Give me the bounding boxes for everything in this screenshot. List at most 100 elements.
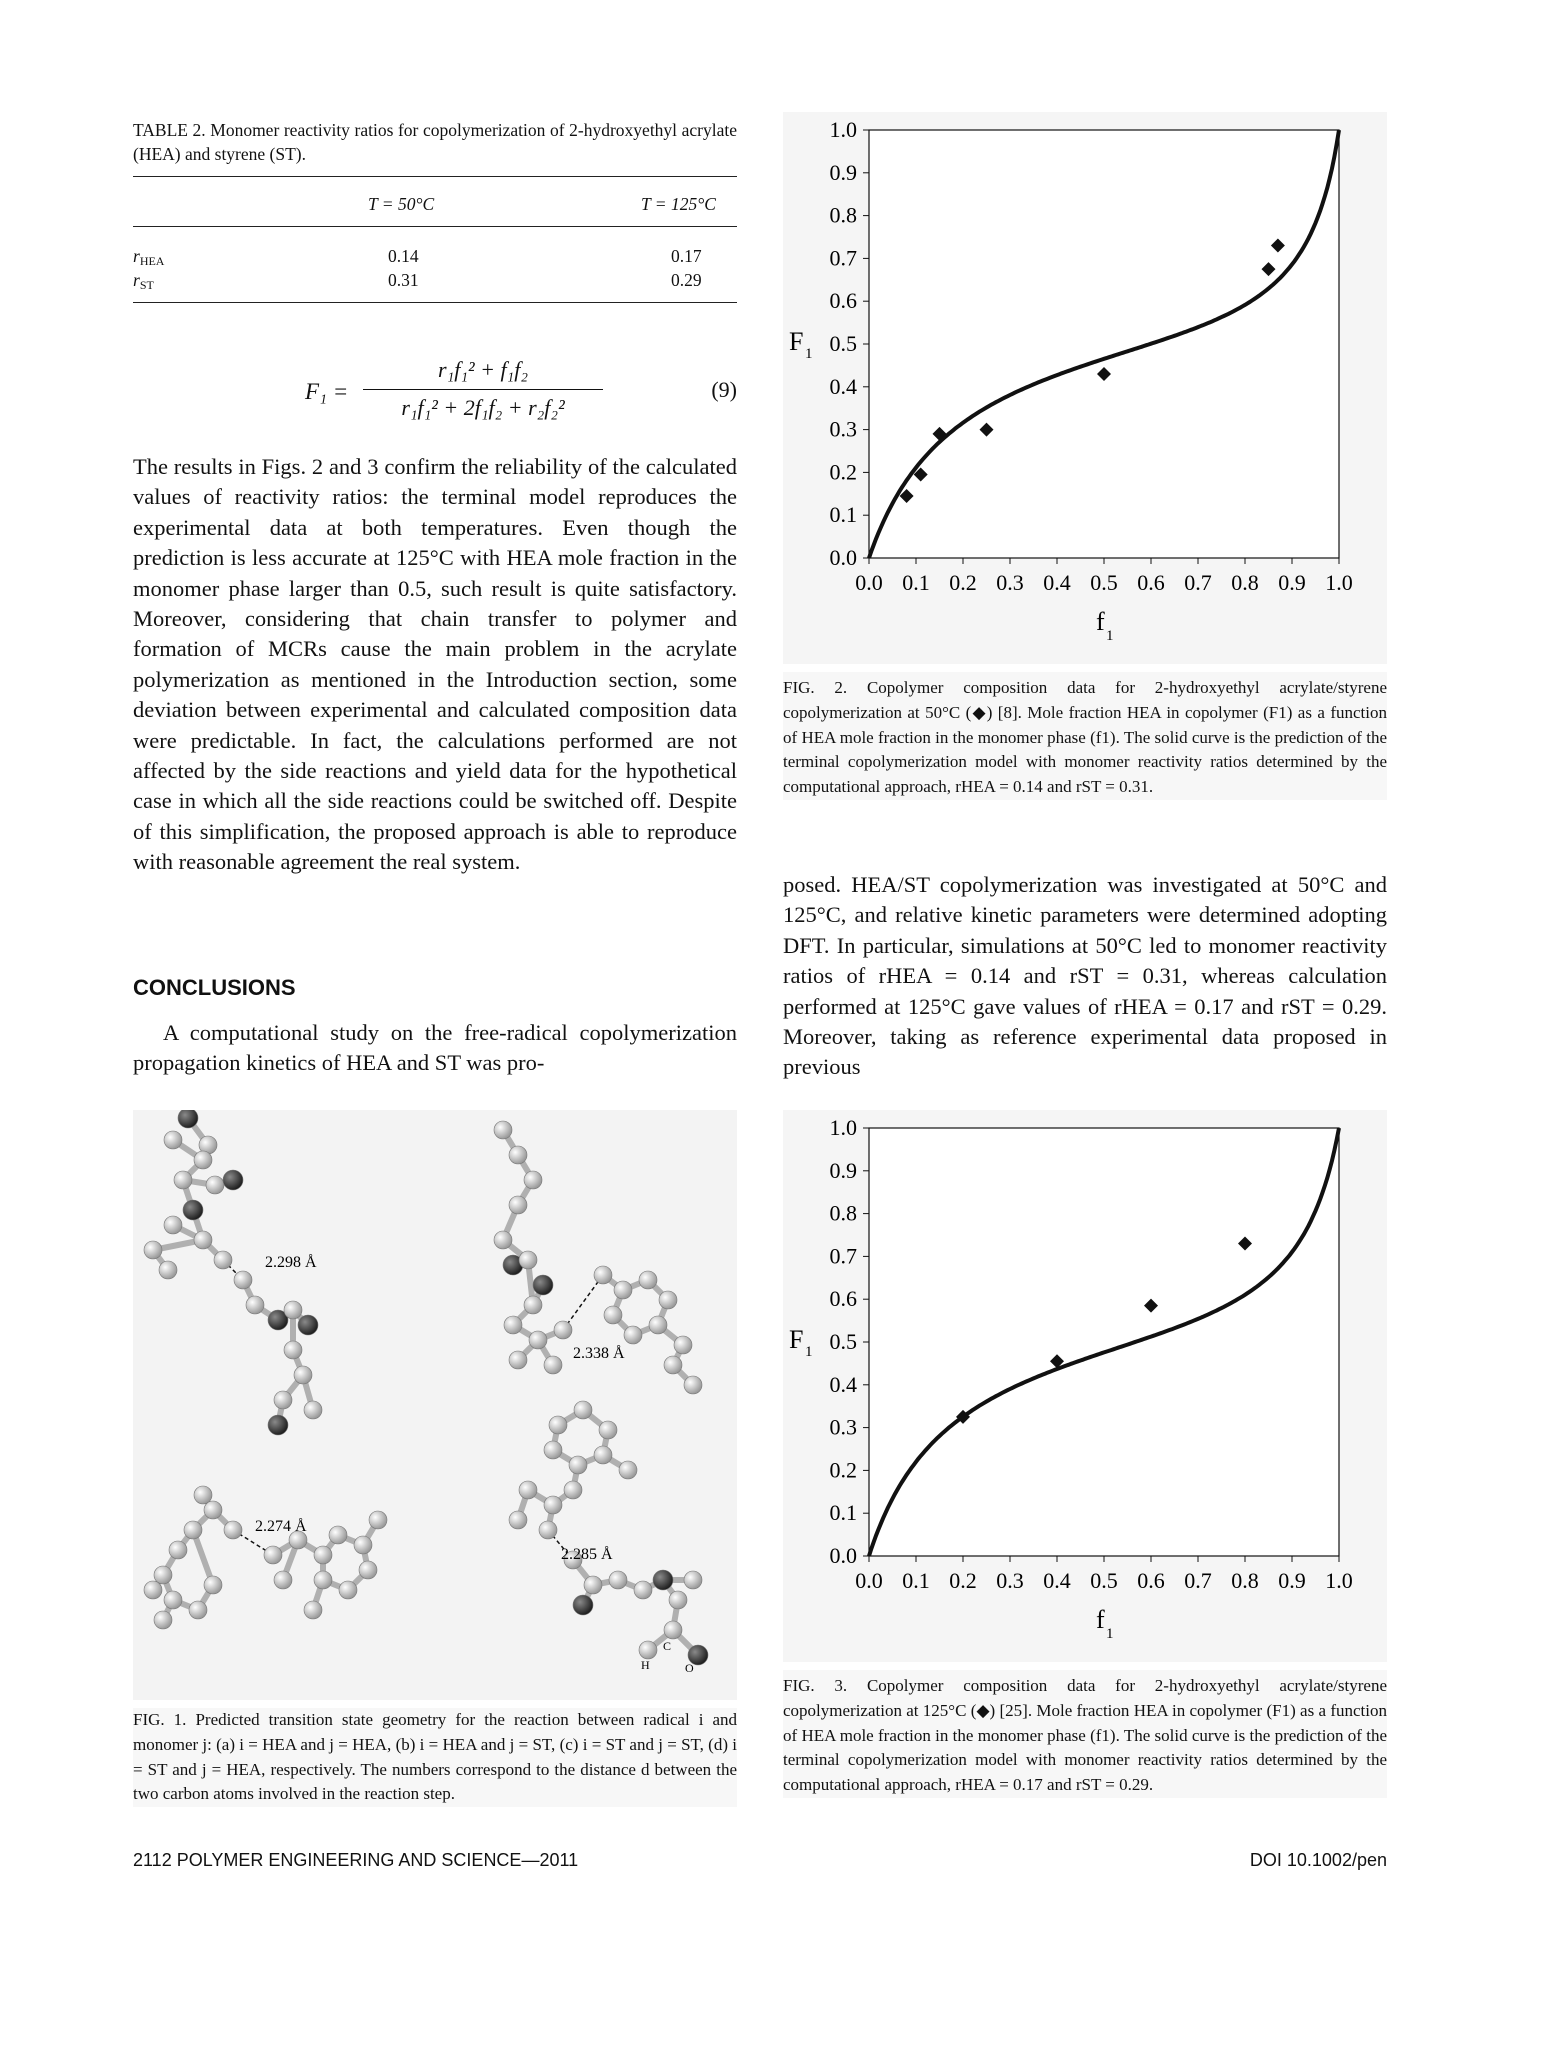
- atom-label-h: H: [641, 1658, 650, 1672]
- y-tick-label: 0.9: [830, 160, 858, 185]
- y-tick-label: 0.8: [830, 203, 858, 228]
- fig2-caption: FIG. 2. Copolymer composition data for 2…: [783, 678, 1387, 797]
- atom: [338, 1580, 358, 1600]
- distance-label-a: 2.298 Å: [265, 1253, 317, 1271]
- atom: [523, 1295, 543, 1315]
- atom: [313, 1545, 333, 1565]
- footer-journal: 2112 POLYMER ENGINEERING AND SCIENCE—201…: [133, 1850, 579, 1870]
- atom: [508, 1195, 528, 1215]
- atom: [203, 1575, 223, 1595]
- equation-fraction-bar: [363, 389, 603, 390]
- table-top-rule: [133, 176, 737, 177]
- y-tick-label: 0.7: [830, 1243, 858, 1268]
- model-curve: [867, 129, 1341, 559]
- plot-area: [868, 1127, 1340, 1557]
- fig2-chart-svg: 0.00.0 0.1 0.1 0.2 0.2 0.3 0.3 0.4 0.4 0.5 0.5 0.6 0…: [789, 117, 1353, 644]
- x-tick-label: 0.5: [1090, 1568, 1118, 1593]
- atom: [563, 1550, 583, 1570]
- y-tick-label: 0.4: [830, 1372, 858, 1397]
- x-axis-label: f: [1096, 607, 1105, 636]
- atom: [358, 1560, 378, 1580]
- data-point-diamond: [1144, 1298, 1158, 1313]
- y-tick-label: 0.3: [830, 417, 858, 442]
- atom: [153, 1610, 173, 1630]
- atom: [543, 1355, 563, 1375]
- fig3-chart: 0.0 0.0 0.1 0.1 0.2 0.2 0.3 0.3 0.4 0.4 0.5 0.5 0.6 0…: [783, 1110, 1387, 1662]
- data-point-diamond: [1050, 1354, 1064, 1369]
- atom: [158, 1260, 178, 1280]
- atom: [328, 1525, 348, 1545]
- atom: [493, 1120, 513, 1140]
- table-caption: TABLE 2. Monomer reactivity ratios for c…: [133, 120, 737, 164]
- y-axis-label-subscript: 1: [805, 346, 813, 362]
- y-tick-label: 0.5: [830, 1329, 858, 1354]
- atom: [618, 1460, 638, 1480]
- atom-label-o: O: [685, 1661, 694, 1675]
- atom: [673, 1335, 693, 1355]
- atom: [528, 1330, 548, 1350]
- atom: [188, 1600, 208, 1620]
- oxygen-atom: [267, 1309, 289, 1331]
- atom: [503, 1315, 523, 1335]
- y-tick-label: 0.5: [830, 331, 858, 356]
- atom: [163, 1215, 183, 1235]
- y-tick-label: 0.0: [830, 545, 858, 570]
- atom: [193, 1485, 213, 1505]
- x-tick-label: 0.3: [996, 1568, 1024, 1593]
- oxygen-atom: [532, 1274, 554, 1296]
- x-tick-label: 0.8: [1231, 1568, 1259, 1593]
- x-tick-label: 0.2: [949, 570, 977, 595]
- distance-label-b: 2.338 Å: [573, 1344, 625, 1362]
- x-tick-label: 0.2: [949, 1568, 977, 1593]
- atom: [205, 1175, 225, 1195]
- atom: [683, 1570, 703, 1590]
- x-tick-label: 0.0: [855, 570, 883, 595]
- atom: [623, 1325, 643, 1345]
- atom: [203, 1500, 223, 1520]
- atom: [493, 1230, 513, 1250]
- conclusions-continued-paragraph: posed. HEA/ST copolymerization was inves…: [783, 872, 1387, 1080]
- fig3-chart-svg: 0.00.0 0.1 0.1 0.2 0.2 0.3 0.3 0.4 0.4 0.5 0.5 0.6 0…: [789, 1115, 1353, 1642]
- data-point-diamond: [1270, 238, 1285, 253]
- forming-bond-dashed: [562, 1274, 604, 1331]
- oxygen-atom: [267, 1414, 289, 1436]
- y-tick-label: 0.3: [830, 1415, 858, 1440]
- distance-label-c: 2.274 Å: [255, 1517, 307, 1535]
- atom: [583, 1575, 603, 1595]
- atom: [638, 1640, 658, 1660]
- atom: [153, 1565, 173, 1585]
- equation-lhs: F₁ =: [305, 379, 349, 404]
- atom: [283, 1300, 303, 1320]
- table-header-50c: T = 50°C: [368, 194, 435, 214]
- atom: [293, 1365, 313, 1385]
- atom: [183, 1520, 203, 1540]
- x-axis-label: f: [1096, 1605, 1105, 1634]
- atom: [548, 1415, 568, 1435]
- x-tick-label: 0.3: [996, 570, 1024, 595]
- data-point-diamond: [979, 422, 994, 437]
- data-point-diamond: [913, 467, 928, 482]
- equation-9: F₁ = r₁f₁² + f₁f₂ r₁f₁² + 2f₁f₂ + r₂f₂² …: [133, 355, 737, 435]
- equation-denominator: r₁f₁² + 2f₁f₂ + r₂f₂²: [401, 395, 565, 420]
- fig1-caption-box: FIG. 1. Predicted transition state geome…: [133, 1708, 737, 1808]
- atom: [658, 1290, 678, 1310]
- atom: [163, 1130, 183, 1150]
- table-cell: 0.14: [388, 246, 419, 266]
- results-paragraph: The results in Figs. 2 and 3 confirm the…: [133, 454, 737, 875]
- atom: [233, 1270, 253, 1290]
- atom: [603, 1305, 623, 1325]
- atom: [143, 1580, 163, 1600]
- atom: [303, 1600, 323, 1620]
- atom: [538, 1520, 558, 1540]
- atom: [263, 1545, 283, 1565]
- x-tick-label: 0.8: [1231, 570, 1259, 595]
- data-point-diamond: [932, 426, 947, 441]
- y-tick-label: 0.9: [830, 1158, 858, 1183]
- atom: [608, 1570, 628, 1590]
- y-tick-label: 0.2: [830, 459, 858, 484]
- atom: [518, 1480, 538, 1500]
- y-tick-label: 0.4: [830, 374, 858, 399]
- atom: [668, 1590, 688, 1610]
- atom: [638, 1270, 658, 1290]
- atom: [523, 1170, 543, 1190]
